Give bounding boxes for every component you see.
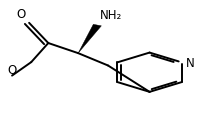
Text: O: O	[7, 64, 16, 77]
Polygon shape	[78, 25, 101, 54]
Text: NH₂: NH₂	[100, 9, 122, 21]
Text: N: N	[186, 56, 194, 69]
Text: O: O	[16, 8, 25, 21]
